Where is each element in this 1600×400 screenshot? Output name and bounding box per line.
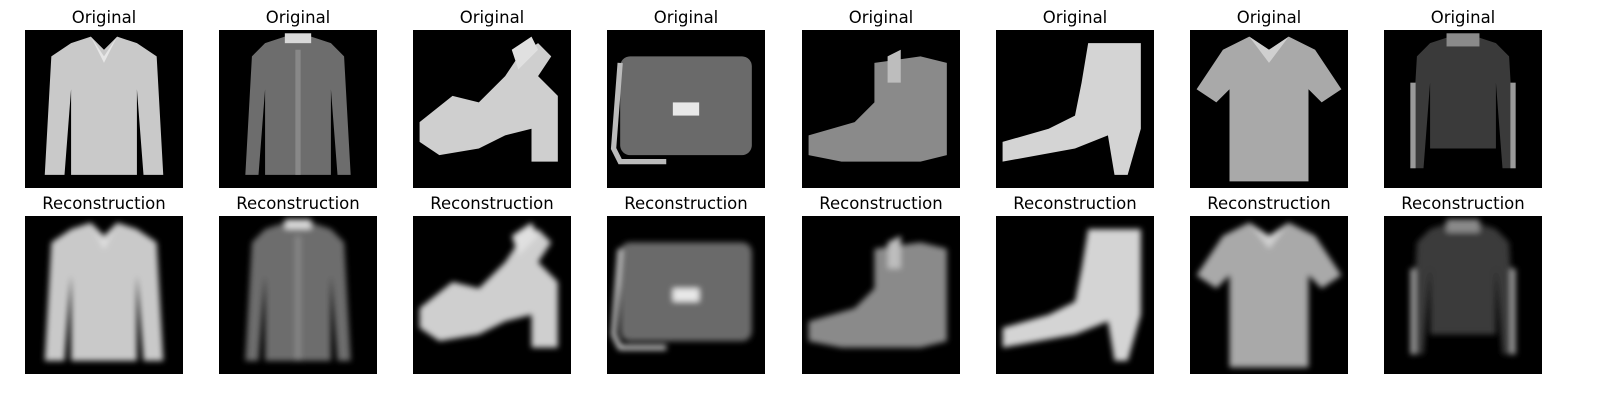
panel-title: Original (1430, 8, 1496, 27)
panel-title: Reconstruction (1401, 194, 1525, 213)
panel-title: Original (653, 8, 719, 27)
fashion-item-image (802, 30, 960, 188)
panel-title: Reconstruction (819, 194, 943, 213)
panel-title: Reconstruction (42, 194, 166, 213)
panel-title: Original (848, 8, 914, 27)
panel-title: Reconstruction (430, 194, 554, 213)
fashion-item-image (413, 30, 571, 188)
panel-title: Reconstruction (1207, 194, 1331, 213)
panel-title: Reconstruction (236, 194, 360, 213)
panel-title: Original (71, 8, 137, 27)
fashion-item-image (996, 216, 1154, 374)
fashion-item-image (219, 216, 377, 374)
fashion-item-image (802, 216, 960, 374)
panel-title: Reconstruction (624, 194, 748, 213)
fashion-item-image (1384, 30, 1542, 188)
fashion-item-image (25, 216, 183, 374)
panel-title: Original (1042, 8, 1108, 27)
panel-title: Original (265, 8, 331, 27)
panel-title: Reconstruction (1013, 194, 1137, 213)
fashion-item-image (1190, 216, 1348, 374)
fashion-item-image (996, 30, 1154, 188)
fashion-item-image (607, 30, 765, 188)
fashion-item-image (1190, 30, 1348, 188)
fashion-item-image (1384, 216, 1542, 374)
fashion-item-image (219, 30, 377, 188)
panel-title: Original (459, 8, 525, 27)
fashion-item-image (413, 216, 571, 374)
panel-title: Original (1236, 8, 1302, 27)
fashion-item-image (25, 30, 183, 188)
fashion-item-image (607, 216, 765, 374)
